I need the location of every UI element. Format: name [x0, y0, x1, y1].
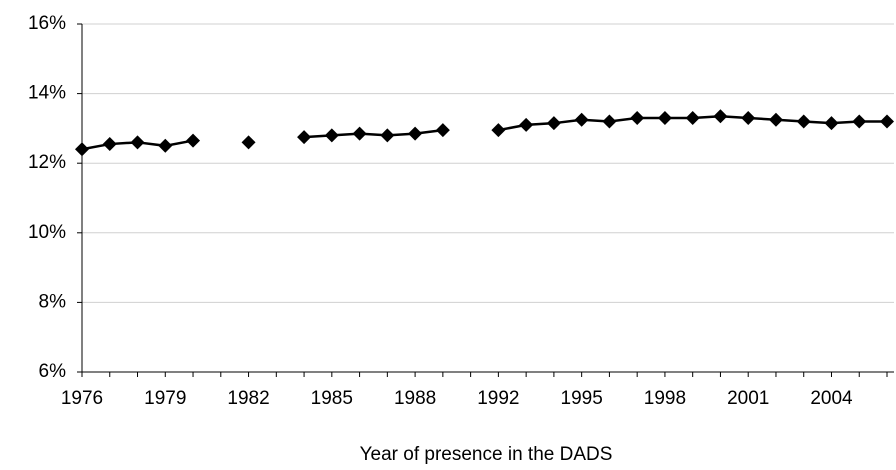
marker: [574, 112, 589, 127]
y-tick-label: 14%: [28, 83, 66, 104]
marker: [241, 135, 256, 150]
marker: [546, 116, 561, 131]
marker: [408, 126, 423, 141]
marker: [880, 114, 894, 129]
marker: [297, 130, 312, 145]
marker: [602, 114, 617, 129]
marker: [796, 114, 811, 129]
marker: [519, 117, 534, 132]
marker: [352, 126, 367, 141]
series-line: [81, 114, 887, 151]
x-tick-label: 1982: [227, 388, 269, 409]
y-tick-label: 16%: [28, 13, 66, 34]
marker: [491, 123, 506, 138]
marker: [186, 133, 201, 148]
marker: [102, 137, 117, 152]
x-tick-label: 2001: [727, 388, 769, 409]
x-tick-label: 1995: [561, 388, 603, 409]
marker: [713, 109, 728, 124]
marker: [435, 123, 450, 138]
marker: [380, 128, 395, 143]
x-tick-label: 1979: [144, 388, 186, 409]
marker: [630, 110, 645, 125]
marker: [824, 116, 839, 131]
marker: [852, 114, 867, 129]
marker: [741, 110, 756, 125]
marker: [75, 142, 89, 157]
y-tick-label: 10%: [28, 222, 66, 243]
x-tick-label: 1992: [477, 388, 519, 409]
x-tick-label: 1988: [394, 388, 436, 409]
y-tick-label: 8%: [39, 291, 67, 312]
x-tick-label: 2004: [810, 388, 853, 409]
marker: [685, 110, 700, 125]
y-tick-label: 12%: [28, 152, 66, 173]
marker: [158, 138, 173, 153]
x-tick-label: 1998: [644, 388, 686, 409]
x-axis-title: Year of presence in the DADS: [360, 444, 613, 465]
x-tick-label: 1985: [311, 388, 353, 409]
marker: [324, 128, 339, 143]
marker: [768, 112, 783, 127]
y-tick-label: 6%: [39, 361, 67, 382]
marker: [657, 110, 672, 125]
marker: [130, 135, 145, 150]
x-tick-label: 1976: [61, 388, 103, 409]
